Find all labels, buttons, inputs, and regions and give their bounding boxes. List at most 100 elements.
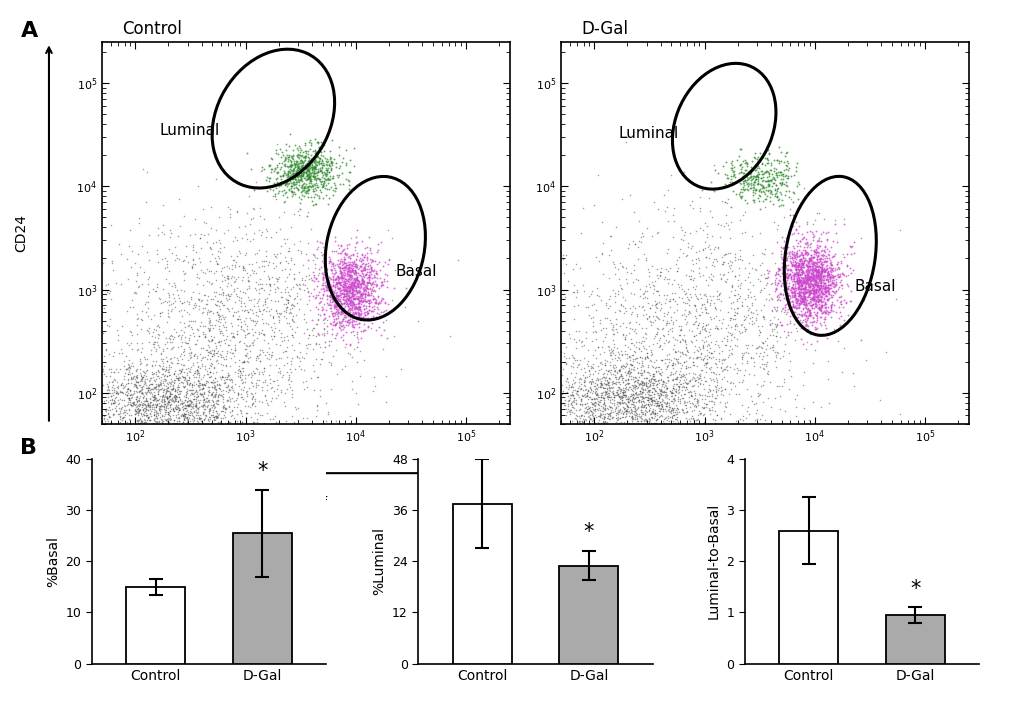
Point (301, 170, 317, 181)
Point (648, 381, 664, 393)
Point (721, 328, 738, 339)
Point (798, 217, 814, 228)
Point (628, 391, 644, 402)
Point (248, 379, 264, 390)
Point (216, 376, 232, 388)
Point (782, 268, 798, 280)
Point (334, 364, 351, 375)
Point (647, 361, 663, 373)
Point (200, 322, 216, 333)
Point (824, 289, 841, 301)
Point (159, 356, 175, 367)
Point (694, 393, 710, 405)
Point (573, 409, 589, 421)
Point (645, 408, 661, 419)
Point (327, 157, 343, 169)
Point (189, 278, 205, 289)
Point (352, 294, 368, 306)
Point (268, 227, 284, 238)
Point (368, 269, 384, 280)
Point (666, 334, 683, 345)
Point (350, 311, 366, 322)
Point (166, 405, 182, 416)
Point (311, 236, 327, 247)
Point (238, 248, 255, 259)
Point (347, 308, 364, 319)
Point (579, 400, 595, 411)
Point (190, 417, 206, 428)
Point (323, 157, 339, 169)
Point (676, 388, 692, 400)
Point (211, 408, 227, 419)
Point (271, 185, 287, 196)
Point (326, 285, 342, 296)
Point (715, 383, 732, 395)
Point (801, 280, 817, 292)
Point (767, 169, 784, 180)
Point (765, 185, 782, 196)
Point (190, 403, 206, 414)
Point (615, 345, 632, 357)
Point (714, 363, 731, 374)
Point (828, 264, 845, 275)
Point (328, 289, 344, 300)
Point (622, 358, 638, 369)
Point (678, 362, 694, 373)
Point (796, 252, 812, 263)
Point (327, 306, 343, 318)
Point (622, 189, 638, 200)
Point (357, 309, 373, 321)
Point (798, 256, 814, 267)
Point (164, 342, 180, 353)
Point (807, 265, 823, 276)
Point (788, 297, 804, 309)
Point (248, 381, 264, 393)
Point (334, 256, 351, 268)
Point (364, 310, 380, 321)
Point (228, 273, 245, 285)
Point (362, 279, 378, 290)
Point (347, 282, 364, 294)
Point (795, 294, 811, 306)
Point (616, 330, 633, 341)
Point (785, 282, 801, 293)
Point (151, 359, 167, 371)
Point (638, 255, 654, 266)
Point (811, 277, 827, 289)
Point (760, 176, 776, 187)
Point (352, 289, 368, 300)
Point (133, 305, 150, 316)
Point (203, 377, 219, 388)
Point (299, 298, 315, 309)
Point (201, 405, 217, 417)
Point (372, 294, 388, 306)
Point (651, 270, 667, 281)
Point (809, 290, 825, 301)
Point (99, 385, 115, 396)
Point (184, 258, 201, 270)
Point (178, 369, 195, 381)
Point (117, 409, 133, 421)
Point (703, 401, 719, 412)
Point (701, 243, 717, 254)
Point (787, 291, 803, 302)
Point (638, 391, 654, 402)
Point (573, 382, 589, 393)
Point (328, 273, 344, 285)
Point (306, 185, 322, 196)
Point (352, 305, 368, 316)
Point (653, 380, 669, 391)
Point (281, 364, 298, 375)
Point (795, 256, 811, 268)
Point (832, 307, 848, 318)
Point (227, 289, 244, 300)
Point (830, 292, 847, 303)
Point (231, 405, 248, 416)
Point (252, 203, 268, 214)
Point (283, 177, 300, 189)
Point (697, 301, 713, 313)
Point (600, 376, 616, 388)
Point (600, 388, 616, 399)
Point (154, 361, 170, 372)
Point (271, 224, 287, 235)
